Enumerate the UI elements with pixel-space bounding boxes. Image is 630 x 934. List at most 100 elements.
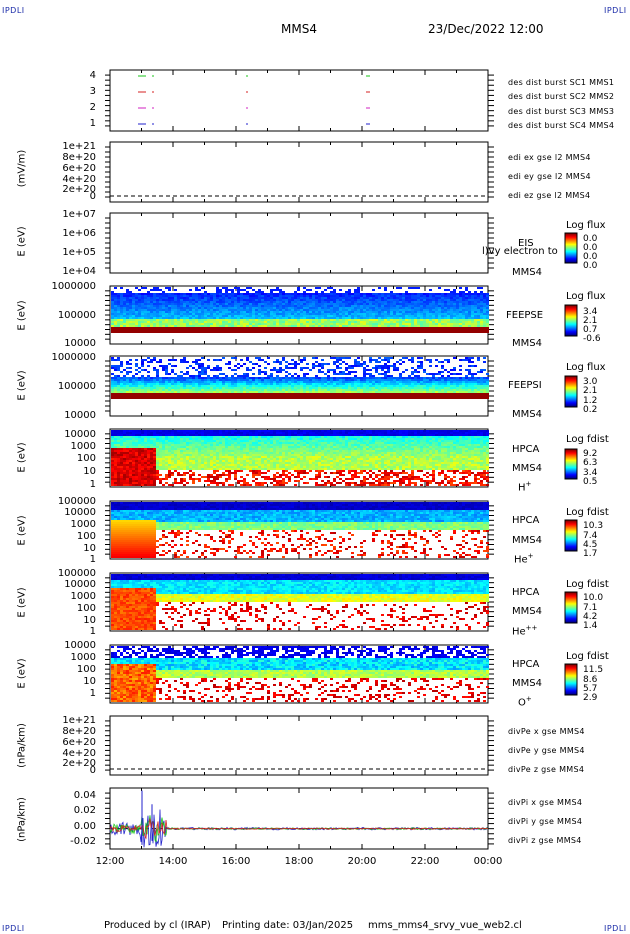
feepse-pixel xyxy=(225,311,228,313)
feepse-pixel xyxy=(357,317,360,319)
feepse-pixel xyxy=(129,313,132,315)
feepse-pixel xyxy=(327,331,330,333)
feepsi-pixel xyxy=(204,395,207,397)
feepse-pixel xyxy=(153,309,156,311)
feepsi-pixel xyxy=(309,397,312,399)
feepsi-pixel xyxy=(318,395,321,397)
feepse-pixel xyxy=(351,313,354,315)
feepse-pixel xyxy=(255,313,258,315)
feepse-pixel xyxy=(297,297,300,299)
feepsi-pixel xyxy=(276,391,279,393)
feepse-pixel xyxy=(345,301,348,303)
feepsi-pixel xyxy=(171,379,174,381)
feepsi-pixel xyxy=(216,359,219,361)
feepse-pixel xyxy=(159,295,162,297)
feepse-pixel xyxy=(135,287,138,289)
feepse-pixel xyxy=(330,291,333,293)
feepse-pixel xyxy=(351,299,354,301)
feepse-pixel xyxy=(300,317,303,319)
feepsi-pixel xyxy=(174,387,177,389)
feepse-pixel xyxy=(354,321,357,323)
feepse-pixel xyxy=(120,307,123,309)
feepse-pixel xyxy=(297,331,300,333)
feepse-pixel xyxy=(234,293,237,295)
feepsi-pixel xyxy=(285,375,288,377)
feepsi-pixel xyxy=(138,381,141,383)
feepse-pixel xyxy=(126,313,129,315)
feepse-pixel xyxy=(387,301,390,303)
feepse-pixel xyxy=(423,325,426,327)
feepsi-pixel xyxy=(237,381,240,383)
feepse-pixel xyxy=(396,301,399,303)
feepsi-pixel xyxy=(294,367,297,369)
feepsi-pixel xyxy=(342,387,345,389)
feepse-pixel xyxy=(336,325,339,327)
feepsi-pixel xyxy=(174,385,177,387)
feepse-pixel xyxy=(429,315,432,317)
feepse-pixel xyxy=(249,325,252,327)
feepse-pixel xyxy=(258,307,261,309)
feepsi-pixel xyxy=(297,381,300,383)
feepse-pixel xyxy=(216,321,219,323)
feepsi-pixel xyxy=(267,389,270,391)
feepse-pixel xyxy=(267,301,270,303)
feepsi-pixel xyxy=(153,385,156,387)
feepse-pixel xyxy=(126,327,129,329)
feepse-pixel xyxy=(183,311,186,313)
feepse-pixel xyxy=(345,319,348,321)
feepse-pixel xyxy=(336,307,339,309)
feepse-pixel xyxy=(195,317,198,319)
feepse-pixel xyxy=(168,329,171,331)
feepsi-pixel xyxy=(228,381,231,383)
feepse-pixel xyxy=(420,329,423,331)
feepse-pixel xyxy=(171,299,174,301)
feepse-pixel xyxy=(330,311,333,313)
feepsi-pixel xyxy=(399,391,402,393)
feepsi-pixel xyxy=(222,393,225,395)
feepsi-pixel xyxy=(399,373,402,375)
feepsi-pixel xyxy=(411,373,414,375)
feepse-pixel xyxy=(261,323,264,325)
feepse-pixel xyxy=(288,301,291,303)
feepse-pixel xyxy=(267,293,270,295)
feepsi-pixel xyxy=(414,383,417,385)
feepsi-pixel xyxy=(390,387,393,389)
feepse-pixel xyxy=(195,319,198,321)
feepsi-pixel xyxy=(348,393,351,395)
feepsi-pixel xyxy=(210,369,213,371)
feepse-pixel xyxy=(132,311,135,313)
feepse-pixel xyxy=(171,331,174,333)
feepsi-pixel xyxy=(327,381,330,383)
feepse-pixel xyxy=(417,309,420,311)
feepse-pixel xyxy=(441,299,444,301)
feepse-pixel xyxy=(135,299,138,301)
feepsi-pixel xyxy=(153,369,156,371)
feepsi-pixel xyxy=(204,381,207,383)
feepse-pixel xyxy=(222,319,225,321)
feepsi-pixel xyxy=(246,359,249,361)
feepse-pixel xyxy=(282,293,285,295)
feepsi-pixel xyxy=(369,397,372,399)
feepsi-pixel xyxy=(201,379,204,381)
feepsi-pixel xyxy=(345,377,348,379)
feepse-pixel xyxy=(312,323,315,325)
feepse-pixel xyxy=(387,331,390,333)
feepsi-pixel xyxy=(243,381,246,383)
feepsi-pixel xyxy=(390,391,393,393)
feepse-pixel xyxy=(333,291,336,293)
feepsi-pixel xyxy=(270,377,273,379)
feepse-pixel xyxy=(147,291,150,293)
feepse-pixel xyxy=(294,295,297,297)
feepsi-pixel xyxy=(147,387,150,389)
feepse-pixel xyxy=(216,291,219,293)
feepse-pixel xyxy=(126,317,129,319)
feepse-pixel xyxy=(411,315,414,317)
feepse-pixel xyxy=(468,323,471,325)
feepsi-pixel xyxy=(291,395,294,397)
feepsi-pixel xyxy=(351,385,354,387)
feepsi-pixel xyxy=(183,357,186,359)
feepsi-pixel xyxy=(243,395,246,397)
feepsi-pixel xyxy=(153,395,156,397)
feepse-pixel xyxy=(291,329,294,331)
feepse-pixel xyxy=(348,309,351,311)
